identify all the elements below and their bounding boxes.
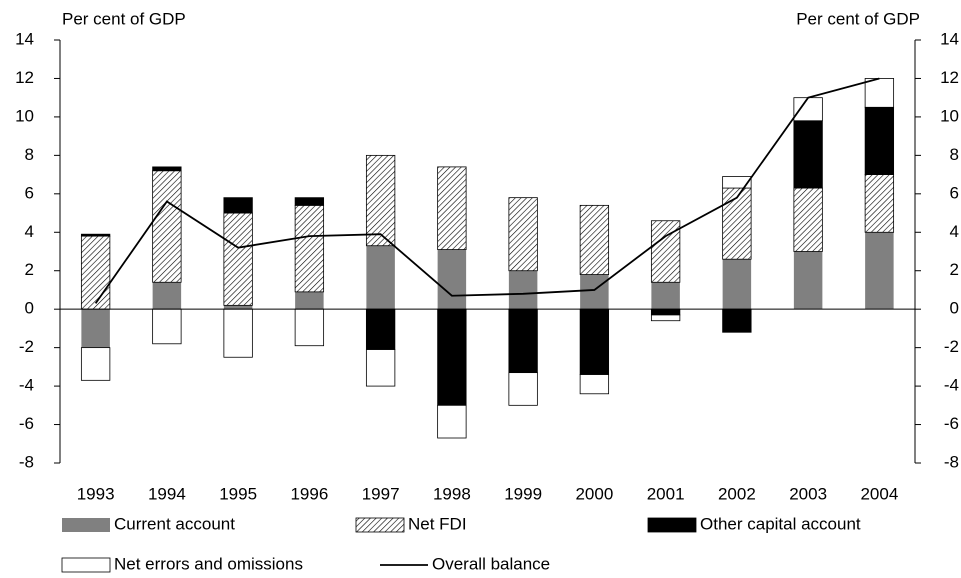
y2-tick-label: 10	[940, 106, 959, 125]
bar	[864, 106, 895, 175]
bar	[864, 78, 895, 108]
bar	[722, 259, 752, 310]
legend-swatch	[355, 517, 405, 533]
x-tick-label: 2001	[647, 484, 685, 503]
bar	[650, 308, 681, 316]
x-tick-label: 1997	[362, 484, 400, 503]
bar	[223, 212, 253, 306]
x-tick-label: 1998	[433, 484, 471, 503]
bar	[80, 347, 111, 381]
bar	[437, 166, 467, 250]
y2-tick-label: 2	[950, 260, 959, 279]
y2-tick-label: 14	[940, 29, 959, 48]
bar	[865, 232, 894, 310]
x-tick-label: 2004	[860, 484, 898, 503]
legend-label: Net FDI	[408, 514, 467, 533]
bar	[793, 120, 823, 189]
legend-swatch	[647, 517, 697, 533]
line	[94, 77, 880, 304]
bar	[437, 404, 467, 439]
y-tick-label: -6	[19, 414, 34, 433]
y2-tick-label: -4	[944, 376, 959, 395]
bar	[793, 251, 823, 310]
y2-tick-label: -2	[944, 337, 959, 356]
bar	[294, 308, 325, 347]
bar	[437, 249, 467, 310]
y-tick-label: 2	[25, 260, 34, 279]
x-tick-label: 2002	[718, 484, 756, 503]
bar	[508, 270, 538, 310]
legend-swatch	[62, 518, 110, 532]
y2-tick-label: -6	[944, 414, 959, 433]
y-tick-label: -2	[19, 337, 34, 356]
bar	[864, 174, 895, 233]
bar	[152, 282, 182, 310]
bar	[579, 374, 610, 395]
bar	[579, 308, 610, 375]
bar	[651, 282, 680, 310]
y-axis-label: Per cent of GDP	[62, 9, 186, 28]
x-tick-label: 1994	[148, 484, 186, 503]
x-tick-label: 1999	[504, 484, 542, 503]
bar	[365, 308, 396, 350]
x-tick-label: 1995	[219, 484, 257, 503]
y-tick-label: 10	[15, 106, 34, 125]
legend-swatch	[61, 557, 111, 573]
y-tick-label: 12	[15, 68, 34, 87]
bar	[722, 187, 752, 260]
bar	[508, 197, 538, 272]
bar	[365, 349, 396, 387]
bar	[152, 166, 182, 172]
x-tick-label: 2003	[789, 484, 827, 503]
y-tick-label: 6	[25, 183, 34, 202]
y-tick-label: -4	[19, 376, 34, 395]
bar	[508, 372, 538, 406]
legend-label: Other capital account	[700, 514, 861, 533]
y-tick-label: 4	[25, 222, 34, 241]
bar	[579, 204, 610, 275]
bar	[223, 308, 253, 358]
bar	[294, 204, 325, 293]
y2-tick-label: 0	[950, 299, 959, 318]
y-tick-label: 8	[25, 145, 34, 164]
y2-tick-label: 8	[950, 145, 959, 164]
y2-tick-label: 6	[950, 183, 959, 202]
bar	[365, 154, 396, 247]
bar	[80, 233, 111, 237]
legend-label: Net errors and omissions	[114, 554, 303, 573]
y2-axis-label: Per cent of GDP	[796, 9, 920, 28]
bar	[294, 197, 325, 206]
bar	[223, 197, 253, 214]
bar	[722, 308, 752, 333]
bar	[580, 274, 609, 310]
y2-tick-label: 4	[950, 222, 959, 241]
bar	[80, 235, 111, 310]
bar	[152, 170, 182, 283]
bar	[650, 314, 681, 322]
bar	[152, 308, 182, 345]
y-tick-label: 14	[15, 29, 34, 48]
legend-label: Overall balance	[432, 554, 550, 573]
bar	[81, 309, 110, 348]
bar	[793, 97, 823, 122]
legend-label: Current account	[114, 514, 235, 533]
x-tick-label: 1996	[290, 484, 328, 503]
y2-tick-label: 12	[940, 68, 959, 87]
y-tick-label: -8	[19, 452, 34, 471]
bar	[366, 245, 395, 310]
bar	[223, 305, 253, 310]
bar	[295, 291, 324, 310]
bar	[508, 308, 538, 374]
bar	[793, 187, 823, 252]
y2-tick-label: -8	[944, 452, 959, 471]
x-tick-label: 2000	[575, 484, 613, 503]
x-tick-label: 1993	[77, 484, 115, 503]
y-tick-label: 0	[25, 299, 34, 318]
bar	[437, 308, 467, 406]
bar	[722, 176, 752, 189]
